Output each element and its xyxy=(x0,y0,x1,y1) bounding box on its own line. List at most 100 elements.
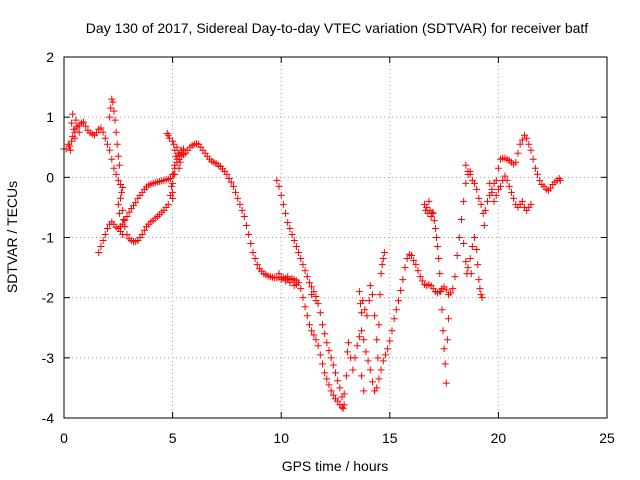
data-point xyxy=(173,155,181,163)
data-point xyxy=(439,327,447,335)
data-point xyxy=(527,146,535,154)
data-point xyxy=(65,142,73,150)
data-point xyxy=(449,285,457,293)
data-point xyxy=(308,327,316,335)
data-point xyxy=(481,206,489,214)
data-point xyxy=(301,267,309,275)
data-point xyxy=(462,258,470,266)
data-point xyxy=(386,337,394,345)
data-point xyxy=(125,208,133,216)
x-tick-label: 0 xyxy=(60,430,68,446)
data-point xyxy=(282,209,290,217)
data-point xyxy=(451,273,459,281)
data-point xyxy=(531,164,539,172)
data-point xyxy=(97,124,105,132)
data-point xyxy=(365,297,373,305)
data-point xyxy=(399,276,407,284)
data-point xyxy=(343,348,351,356)
data-point xyxy=(518,197,526,205)
data-point xyxy=(336,384,344,392)
data-point xyxy=(373,384,381,392)
data-point xyxy=(361,306,369,314)
data-point xyxy=(505,182,513,190)
data-point xyxy=(475,276,483,284)
data-point xyxy=(106,113,114,121)
data-point xyxy=(497,182,505,190)
data-point xyxy=(169,188,177,196)
data-point xyxy=(305,321,313,329)
data-point xyxy=(68,119,76,127)
data-point xyxy=(375,321,383,329)
data-point xyxy=(99,128,107,136)
data-point xyxy=(360,387,368,395)
data-point xyxy=(441,360,449,368)
data-point xyxy=(305,279,313,287)
data-point xyxy=(435,255,443,263)
data-point xyxy=(295,249,303,257)
data-point xyxy=(97,243,105,251)
data-point xyxy=(442,286,450,294)
data-point xyxy=(242,221,250,229)
data-point xyxy=(340,390,348,398)
data-point xyxy=(110,164,118,172)
data-point xyxy=(314,342,322,350)
data-point xyxy=(408,252,416,260)
data-point xyxy=(273,176,281,184)
data-point xyxy=(466,255,474,263)
data-point xyxy=(316,351,324,359)
data-point xyxy=(303,273,311,281)
data-point xyxy=(414,267,422,275)
data-point xyxy=(286,224,294,232)
data-point xyxy=(297,255,305,263)
data-point xyxy=(376,291,384,299)
data-point xyxy=(462,161,470,169)
data-point xyxy=(345,339,353,347)
data-point xyxy=(175,164,183,172)
data-point xyxy=(75,128,83,136)
x-tick-label: 15 xyxy=(382,430,398,446)
data-point xyxy=(103,224,111,232)
data-point xyxy=(223,170,231,178)
data-point xyxy=(312,297,320,305)
data-point xyxy=(368,291,376,299)
data-point xyxy=(138,230,146,238)
data-point xyxy=(478,294,486,302)
data-point xyxy=(277,276,285,284)
data-point xyxy=(462,179,470,187)
data-point xyxy=(93,129,101,137)
data-point xyxy=(101,134,109,142)
data-point xyxy=(488,188,496,196)
data-point xyxy=(123,212,131,220)
data-point xyxy=(547,184,555,192)
data-point xyxy=(225,175,233,183)
data-point xyxy=(113,140,121,148)
data-point xyxy=(390,315,398,323)
y-tick-label: 1 xyxy=(46,109,54,125)
data-point xyxy=(229,182,237,190)
data-point xyxy=(108,155,116,163)
data-point xyxy=(327,354,335,362)
data-point xyxy=(164,131,172,139)
data-point xyxy=(474,261,482,269)
data-point xyxy=(392,306,400,314)
data-point xyxy=(107,104,115,112)
data-point xyxy=(388,327,396,335)
data-point xyxy=(380,249,388,257)
data-point xyxy=(460,240,468,248)
data-point xyxy=(114,200,122,208)
data-point xyxy=(119,206,127,214)
data-point xyxy=(292,280,300,288)
data-point xyxy=(477,200,485,208)
y-tick-label: -2 xyxy=(42,290,55,306)
data-point xyxy=(339,404,347,412)
data-point xyxy=(362,348,370,356)
data-point xyxy=(494,164,502,172)
data-point xyxy=(444,315,452,323)
data-point xyxy=(412,261,420,269)
data-point xyxy=(177,146,185,154)
data-point xyxy=(109,98,117,106)
data-point xyxy=(164,200,172,208)
data-point xyxy=(514,149,522,157)
data-point xyxy=(401,264,409,272)
data-point xyxy=(95,249,103,257)
